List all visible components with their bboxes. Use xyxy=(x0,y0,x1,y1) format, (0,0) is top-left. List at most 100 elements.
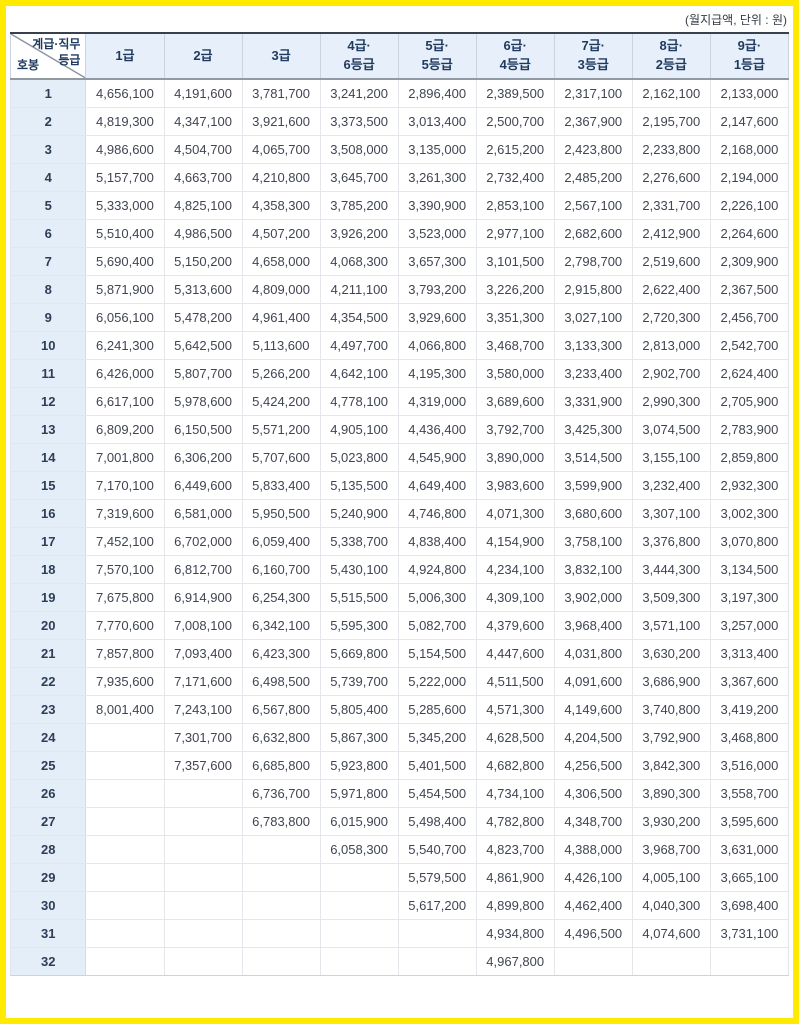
table-row: 19 7,675,800 6,914,900 6,254,300 5,515,500 5,… xyxy=(9,582,790,612)
table-row: 17 7,452,100 6,702,000 6,059,400 5,338,700 4,… xyxy=(9,526,790,556)
salary-cell: 5,478,200 xyxy=(163,302,243,332)
salary-cell xyxy=(163,918,243,948)
salary-cell: 4,682,800 xyxy=(475,750,555,780)
row-label: 32 xyxy=(9,946,87,976)
salary-cell: 2,732,400 xyxy=(475,162,555,192)
column-header: 8급· 2등급 xyxy=(631,33,711,80)
salary-cell: 4,210,800 xyxy=(241,162,321,192)
table-row: 32 4,967,800 xyxy=(9,946,790,976)
salary-cell: 7,301,700 xyxy=(163,722,243,752)
table-row: 7 5,690,400 5,150,200 4,658,000 4,068,300 3,6… xyxy=(9,246,790,276)
salary-cell: 6,426,000 xyxy=(85,358,165,388)
salary-cell: 6,059,400 xyxy=(241,526,321,556)
salary-cell: 4,658,000 xyxy=(241,246,321,276)
salary-cell: 2,567,100 xyxy=(553,190,633,220)
salary-cell: 3,785,200 xyxy=(319,190,399,220)
table-row: 22 7,935,600 7,171,600 6,498,500 5,739,700 5,… xyxy=(9,666,790,696)
salary-cell xyxy=(163,834,243,864)
salary-cell: 6,812,700 xyxy=(163,554,243,584)
salary-cell: 6,449,600 xyxy=(163,470,243,500)
row-label: 28 xyxy=(9,834,87,864)
salary-cell: 3,832,100 xyxy=(553,554,633,584)
row-label: 18 xyxy=(9,554,87,584)
salary-cell: 4,496,500 xyxy=(553,918,633,948)
salary-cell: 5,240,900 xyxy=(319,498,399,528)
table-row: 8 5,871,900 5,313,600 4,809,000 4,211,100 3,7… xyxy=(9,274,790,304)
salary-cell: 2,615,200 xyxy=(475,134,555,164)
table-row: 5 5,333,000 4,825,100 4,358,300 3,785,200 3,3… xyxy=(9,190,790,220)
salary-cell: 5,950,500 xyxy=(241,498,321,528)
salary-cell: 6,498,500 xyxy=(241,666,321,696)
salary-cell: 6,306,200 xyxy=(163,442,243,472)
salary-cell: 3,689,600 xyxy=(475,386,555,416)
salary-cell: 4,628,500 xyxy=(475,722,555,752)
salary-cell: 4,905,100 xyxy=(319,414,399,444)
table-row: 24 7,301,700 6,632,800 5,867,300 5,345,200 4,… xyxy=(9,722,790,752)
salary-cell: 5,807,700 xyxy=(163,358,243,388)
salary-cell: 2,367,900 xyxy=(553,106,633,136)
salary-cell: 3,468,700 xyxy=(475,330,555,360)
salary-cell: 2,226,100 xyxy=(709,190,790,220)
column-header: 7급· 3등급 xyxy=(553,33,633,80)
salary-cell: 4,663,700 xyxy=(163,162,243,192)
salary-cell: 2,542,700 xyxy=(709,330,790,360)
salary-cell: 3,580,000 xyxy=(475,358,555,388)
salary-cell: 2,624,400 xyxy=(709,358,790,388)
salary-cell: 7,093,400 xyxy=(163,638,243,668)
salary-cell: 2,423,800 xyxy=(553,134,633,164)
salary-cell: 3,523,000 xyxy=(397,218,477,248)
salary-cell: 6,241,300 xyxy=(85,330,165,360)
salary-cell: 3,233,400 xyxy=(553,358,633,388)
salary-cell: 4,986,600 xyxy=(85,134,165,164)
salary-cell: 4,066,800 xyxy=(397,330,477,360)
salary-cell: 3,595,600 xyxy=(709,806,790,836)
salary-cell: 3,307,100 xyxy=(631,498,711,528)
salary-cell: 4,354,500 xyxy=(319,302,399,332)
column-header: 4급· 6등급 xyxy=(319,33,399,80)
salary-cell: 5,157,700 xyxy=(85,162,165,192)
salary-cell: 6,056,100 xyxy=(85,302,165,332)
salary-cell: 2,147,600 xyxy=(709,106,790,136)
salary-cell: 5,082,700 xyxy=(397,610,477,640)
salary-cell: 4,211,100 xyxy=(319,274,399,304)
salary-cell: 3,680,600 xyxy=(553,498,633,528)
salary-cell: 4,924,800 xyxy=(397,554,477,584)
salary-cell: 4,497,700 xyxy=(319,330,399,360)
salary-cell xyxy=(163,862,243,892)
salary-cell: 5,707,600 xyxy=(241,442,321,472)
salary-cell: 4,447,600 xyxy=(475,638,555,668)
salary-cell: 2,456,700 xyxy=(709,302,790,332)
row-label: 24 xyxy=(9,722,87,752)
row-label: 27 xyxy=(9,806,87,836)
salary-cell: 2,276,600 xyxy=(631,162,711,192)
salary-cell xyxy=(85,778,165,808)
salary-cell: 5,424,200 xyxy=(241,386,321,416)
salary-cell: 4,071,300 xyxy=(475,498,555,528)
salary-cell: 4,934,800 xyxy=(475,918,555,948)
salary-cell: 3,373,500 xyxy=(319,106,399,136)
salary-cell: 4,348,700 xyxy=(553,806,633,836)
salary-cell: 5,338,700 xyxy=(319,526,399,556)
salary-cell xyxy=(163,890,243,920)
salary-cell xyxy=(397,918,477,948)
salary-cell: 5,690,400 xyxy=(85,246,165,276)
row-label: 17 xyxy=(9,526,87,556)
salary-cell: 4,065,700 xyxy=(241,134,321,164)
salary-cell: 4,656,100 xyxy=(85,78,165,108)
salary-cell: 4,825,100 xyxy=(163,190,243,220)
row-label: 11 xyxy=(9,358,87,388)
salary-cell: 3,232,400 xyxy=(631,470,711,500)
row-label: 14 xyxy=(9,442,87,472)
salary-cell: 2,500,700 xyxy=(475,106,555,136)
salary-cell: 2,195,700 xyxy=(631,106,711,136)
salary-cell: 4,507,200 xyxy=(241,218,321,248)
salary-cell: 5,023,800 xyxy=(319,442,399,472)
salary-cell: 2,915,800 xyxy=(553,274,633,304)
row-label: 25 xyxy=(9,750,87,780)
salary-cell: 3,968,700 xyxy=(631,834,711,864)
salary-cell xyxy=(241,946,321,976)
salary-cell: 3,133,300 xyxy=(553,330,633,360)
salary-cell: 3,226,200 xyxy=(475,274,555,304)
salary-cell: 4,091,600 xyxy=(553,666,633,696)
row-label: 13 xyxy=(9,414,87,444)
